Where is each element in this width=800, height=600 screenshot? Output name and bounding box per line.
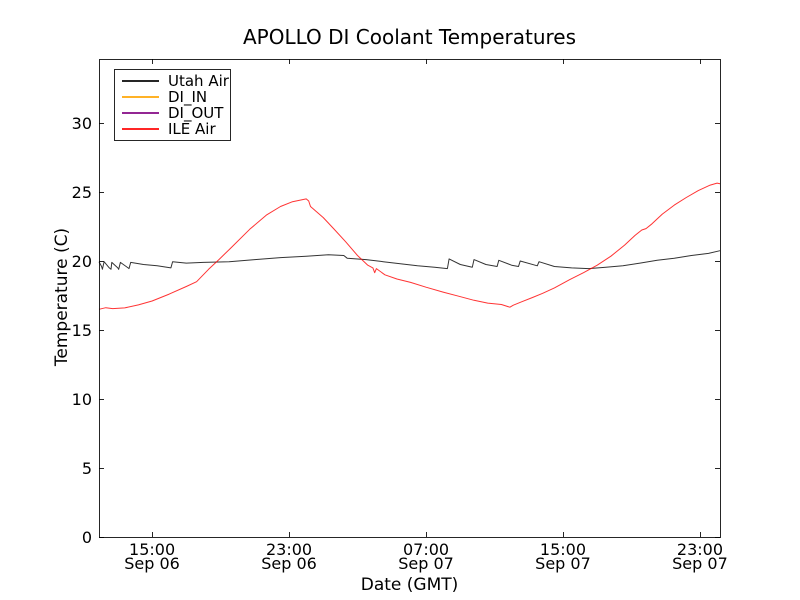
legend-line-sample bbox=[122, 96, 159, 98]
y-tick-label: 15 bbox=[71, 320, 92, 340]
series-line-ile-air bbox=[98, 182, 721, 310]
y-tick-label: 30 bbox=[71, 113, 92, 133]
legend-line-sample bbox=[122, 80, 159, 82]
y-tick-label: 5 bbox=[81, 458, 92, 478]
y-tick-label: 25 bbox=[71, 182, 92, 202]
legend-entry-di-in: DI_IN bbox=[115, 89, 230, 105]
legend-label: DI_IN bbox=[168, 88, 208, 106]
plot-spines bbox=[99, 59, 721, 538]
x-tick-label: 23:00 Sep 07 bbox=[672, 540, 728, 573]
x-tick-time: 15:00 bbox=[129, 540, 176, 559]
x-tick-label: 15:00 Sep 06 bbox=[124, 540, 180, 573]
legend-line-sample bbox=[122, 112, 159, 114]
y-axis-label: Temperature (C) bbox=[52, 227, 72, 367]
legend-entry-utah-air: Utah Air bbox=[115, 73, 230, 89]
x-tick-label: 23:00 Sep 06 bbox=[261, 540, 317, 573]
chart-title: APOLLO DI Coolant Temperatures bbox=[242, 25, 577, 49]
x-tick-time: 23:00 bbox=[265, 540, 313, 559]
x-tick-time: 07:00 bbox=[402, 540, 450, 559]
legend: Utah Air DI_IN DI_OUT ILE Air bbox=[114, 69, 231, 141]
x-tick-time: 23:00 bbox=[676, 540, 724, 559]
series-line-utah-air bbox=[98, 250, 721, 270]
y-tick-label: 10 bbox=[71, 389, 92, 409]
legend-label: Utah Air bbox=[168, 72, 229, 90]
x-axis-label: Date (GMT) bbox=[360, 575, 459, 595]
legend-line-sample bbox=[122, 128, 159, 130]
y-tick-label: 20 bbox=[71, 251, 92, 271]
x-tick-label: 07:00 Sep 07 bbox=[398, 540, 454, 573]
legend-label: DI_OUT bbox=[168, 104, 224, 122]
x-tick-date: Sep 07 bbox=[672, 554, 728, 573]
legend-entry-ile-air: ILE Air bbox=[115, 121, 230, 137]
legend-entry-di-out: DI_OUT bbox=[115, 105, 230, 121]
x-tick-date: Sep 06 bbox=[261, 554, 317, 573]
x-tick-date: Sep 06 bbox=[124, 554, 180, 573]
x-tick-date: Sep 07 bbox=[398, 554, 454, 573]
y-tick-label: 0 bbox=[81, 527, 92, 547]
legend-label: ILE Air bbox=[168, 120, 216, 138]
x-tick-date: Sep 07 bbox=[535, 554, 591, 573]
x-tick-label: 15:00 Sep 07 bbox=[535, 540, 591, 573]
x-tick-time: 15:00 bbox=[539, 540, 587, 559]
